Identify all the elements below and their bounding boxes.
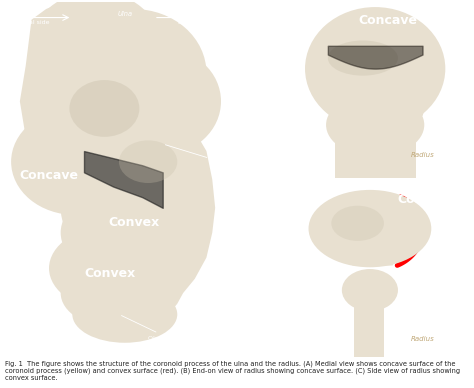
Polygon shape [335,116,416,178]
Ellipse shape [326,93,424,156]
Ellipse shape [309,190,431,267]
Text: Radius: Radius [410,152,434,158]
Text: Concave: Concave [19,170,79,182]
Ellipse shape [119,140,177,183]
Text: Convex: Convex [397,193,448,206]
Text: Coronoid
process: Coronoid process [165,145,240,169]
Polygon shape [354,283,384,357]
Text: Olecranon tip: Olecranon tip [121,315,191,341]
Text: C: C [303,186,317,204]
Ellipse shape [73,286,177,343]
Text: Ulna: Ulna [117,11,132,17]
Ellipse shape [104,48,221,154]
Ellipse shape [31,0,160,98]
Ellipse shape [305,7,445,130]
Ellipse shape [61,9,206,137]
Text: Fig. 1  The figure shows the structure of the coronoid process of the ulna and t: Fig. 1 The figure shows the structure of… [5,360,460,381]
Text: Convex: Convex [108,216,159,229]
Ellipse shape [75,119,192,204]
Text: Radius: Radius [410,336,434,342]
Polygon shape [331,37,440,116]
Ellipse shape [331,206,384,241]
Text: Medial side: Medial side [14,20,49,25]
Ellipse shape [96,162,201,233]
Ellipse shape [31,87,148,187]
Text: Concave: Concave [358,14,417,27]
Polygon shape [20,5,215,332]
Text: A: A [14,12,28,31]
Ellipse shape [49,225,177,311]
Ellipse shape [328,40,398,76]
Ellipse shape [11,109,139,215]
Polygon shape [346,195,401,265]
Ellipse shape [61,158,165,258]
Ellipse shape [61,258,177,329]
Text: Lateral side: Lateral side [178,20,215,25]
Ellipse shape [61,190,177,275]
Text: Convex: Convex [84,267,136,280]
Text: B: B [303,7,317,25]
Ellipse shape [69,80,139,137]
Ellipse shape [342,269,398,311]
